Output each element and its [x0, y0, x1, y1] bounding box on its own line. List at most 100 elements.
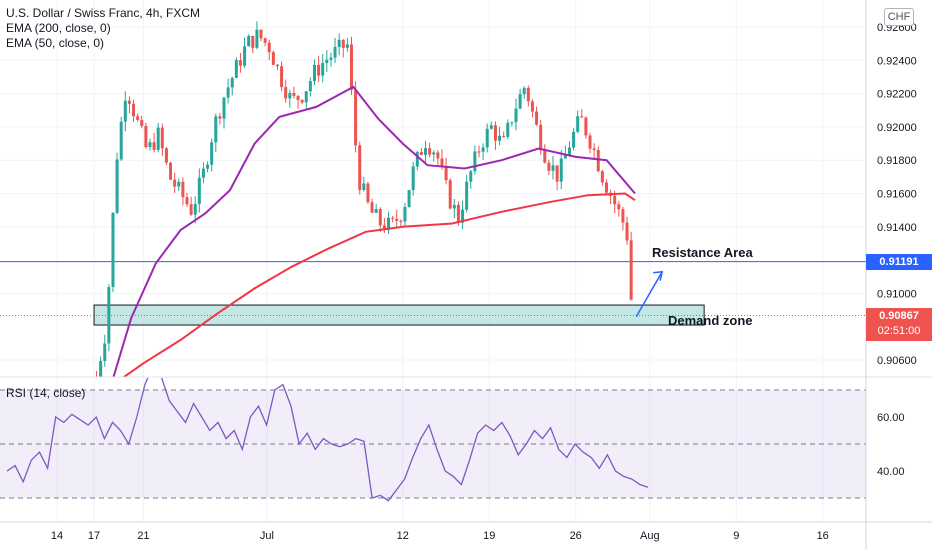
candle-body	[111, 212, 115, 288]
candle-body	[160, 127, 164, 149]
rsi-line	[6, 378, 649, 502]
candle-body	[535, 111, 539, 125]
candle-body	[181, 181, 185, 198]
candle-body	[485, 128, 489, 148]
chart-legend: U.S. Dollar / Swiss Franc, 4h, FXCM EMA …	[6, 6, 200, 51]
candle-body	[152, 142, 156, 150]
rsi-axis[interactable]: 60.00 40.00	[877, 412, 905, 478]
candle-body	[247, 35, 251, 47]
projection-arrow	[635, 270, 664, 318]
symbol-title[interactable]: U.S. Dollar / Swiss Franc, 4h, FXCM	[6, 6, 201, 20]
candle-body	[543, 150, 547, 163]
candle-body	[522, 87, 526, 95]
candle-body	[617, 204, 621, 210]
time-tick-label: 9	[733, 530, 739, 542]
price-tick-label: 0.92400	[877, 55, 917, 67]
candle-body	[107, 287, 111, 344]
candle-body	[604, 182, 608, 193]
candle-body	[222, 97, 226, 119]
candle-body	[308, 81, 312, 92]
candle-body	[189, 204, 193, 215]
candle-body	[432, 152, 436, 155]
candle-body	[547, 162, 551, 171]
candle-body	[140, 119, 144, 127]
candle-body	[502, 135, 506, 137]
candle-body	[477, 151, 481, 153]
candle-body	[164, 148, 168, 163]
candle-body	[395, 218, 399, 221]
candle-body	[312, 64, 316, 82]
candle-body	[629, 240, 633, 300]
price-tick-label: 0.92000	[877, 122, 917, 134]
candle-body	[185, 197, 189, 205]
candle-body	[370, 202, 374, 213]
rsi-legend[interactable]: RSI (14, close)	[6, 386, 86, 400]
time-axis[interactable]: 14 17 21 Jul 12 19 26 Aug 9 16	[51, 530, 829, 542]
candle-body	[387, 217, 391, 230]
candle-body	[296, 95, 300, 100]
price-tick-label: 0.91600	[877, 189, 917, 201]
price-tick-label: 0.90600	[877, 355, 917, 367]
candle-body	[103, 343, 107, 361]
candle-body	[267, 42, 271, 53]
candle-body	[193, 203, 197, 215]
candle-body	[358, 145, 362, 190]
price-tick-label: 0.91800	[877, 155, 917, 167]
candle-body	[333, 47, 337, 58]
candle-body	[230, 77, 234, 88]
candle-body	[465, 181, 469, 210]
candle-body	[374, 209, 378, 213]
candle-body	[489, 125, 493, 129]
candle-body	[403, 207, 407, 222]
price-axis[interactable]: 0.926000.924000.922000.920000.918000.916…	[877, 22, 917, 367]
candle-body	[132, 103, 136, 117]
last-price-tag: 0.90867 02:51:00	[866, 308, 932, 341]
candle-body	[415, 151, 419, 167]
candle-body	[259, 29, 263, 39]
candle-body	[148, 142, 152, 148]
time-tick-label: 12	[397, 530, 409, 542]
candle-body	[317, 64, 321, 76]
candle-body	[399, 220, 403, 222]
candle-body	[473, 151, 477, 172]
candle-body	[584, 117, 588, 136]
candle-body	[514, 108, 518, 123]
rsi-bands	[0, 389, 866, 499]
ema50-line	[112, 85, 636, 377]
candle-body	[218, 116, 222, 119]
candle-body	[440, 158, 444, 166]
candle-body	[625, 222, 629, 241]
candle-body	[284, 87, 288, 99]
candle-body	[567, 147, 571, 155]
time-tick-label: 26	[570, 530, 582, 542]
rsi-tick-label: 40.00	[877, 466, 905, 478]
time-tick-label: 14	[51, 530, 63, 542]
resistance-area-label: Resistance Area	[652, 245, 753, 260]
candle-body	[144, 126, 148, 148]
ema200-line	[122, 192, 636, 377]
resistance-price-tag: 0.91191	[866, 254, 932, 270]
candle-body	[214, 116, 218, 143]
candle-body	[448, 180, 452, 209]
price-tick-label: 0.91400	[877, 222, 917, 234]
candle-body	[592, 148, 596, 151]
ema50-legend[interactable]: EMA (50, close, 0)	[6, 36, 105, 50]
candle-body	[197, 177, 201, 204]
candle-body	[551, 165, 555, 171]
candle-body	[325, 59, 329, 64]
candle-body	[127, 100, 131, 104]
candle-body	[378, 209, 382, 226]
candle-body	[201, 168, 205, 178]
candle-body	[337, 39, 341, 48]
time-tick-label: 19	[483, 530, 495, 542]
candle-body	[588, 135, 592, 149]
candle-body	[424, 148, 428, 155]
candle-body	[119, 121, 123, 160]
candle-body	[243, 46, 247, 66]
candle-body	[382, 225, 386, 230]
candle-body	[280, 66, 284, 88]
ema200-legend[interactable]: EMA (200, close, 0)	[6, 21, 111, 35]
currency-badge[interactable]: CHF	[884, 8, 914, 26]
candle-body	[506, 122, 510, 137]
